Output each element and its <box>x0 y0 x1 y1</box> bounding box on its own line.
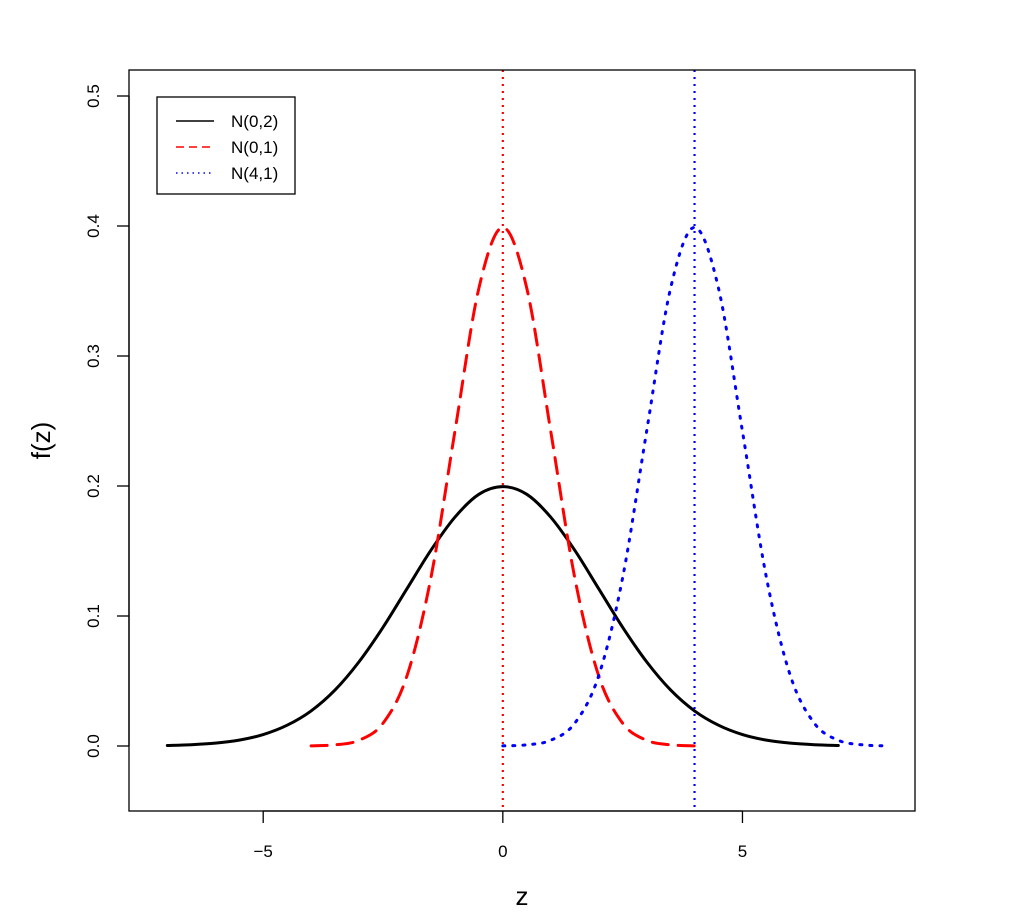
series-line-1 <box>309 225 697 748</box>
y-tick-label-3: 0.3 <box>84 344 103 368</box>
legend-label-2: N(4,1) <box>231 164 278 183</box>
series-line-2 <box>501 225 888 748</box>
y-tick-label-0: 0.0 <box>84 734 103 758</box>
x-tick-label-0: −5 <box>253 842 272 861</box>
legend: N(0,2) N(0,1) N(4,1) <box>156 96 296 195</box>
legend-box <box>156 96 296 195</box>
legend-label-0: N(0,2) <box>231 112 278 131</box>
y-axis: 0.0 0.1 0.2 0.3 0.4 0.5 <box>84 84 130 758</box>
y-tick-label-1: 0.1 <box>84 604 103 628</box>
reference-lines-group <box>501 70 696 811</box>
legend-label-1: N(0,1) <box>231 138 278 157</box>
x-tick-label-1: 0 <box>498 842 507 861</box>
x-tick-label-2: 5 <box>738 842 747 861</box>
series-group <box>165 225 888 748</box>
x-axis-title: z <box>516 881 529 911</box>
y-axis-title: f(z) <box>26 422 56 460</box>
y-tick-label-5: 0.5 <box>84 84 103 108</box>
x-axis: −5 0 5 <box>253 810 747 861</box>
series-line-0 <box>165 485 840 747</box>
y-tick-label-2: 0.2 <box>84 474 103 498</box>
y-tick-label-4: 0.4 <box>84 214 103 238</box>
